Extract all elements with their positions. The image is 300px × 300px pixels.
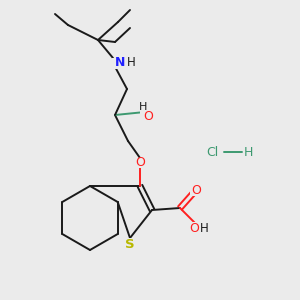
Bar [123,238,137,250]
Text: Cl: Cl [206,146,218,158]
Bar [186,221,206,233]
Text: S: S [125,238,135,251]
Text: H: H [200,221,208,235]
Bar [134,158,146,168]
Text: N: N [115,56,125,70]
Text: H: H [139,102,147,112]
Bar [140,107,150,116]
Text: O: O [189,221,199,235]
Text: O: O [135,157,145,169]
Text: O: O [143,110,153,122]
Text: H: H [243,146,253,158]
Text: H: H [127,56,135,70]
Text: O: O [191,184,201,196]
Bar [190,184,202,196]
Bar [112,58,134,68]
